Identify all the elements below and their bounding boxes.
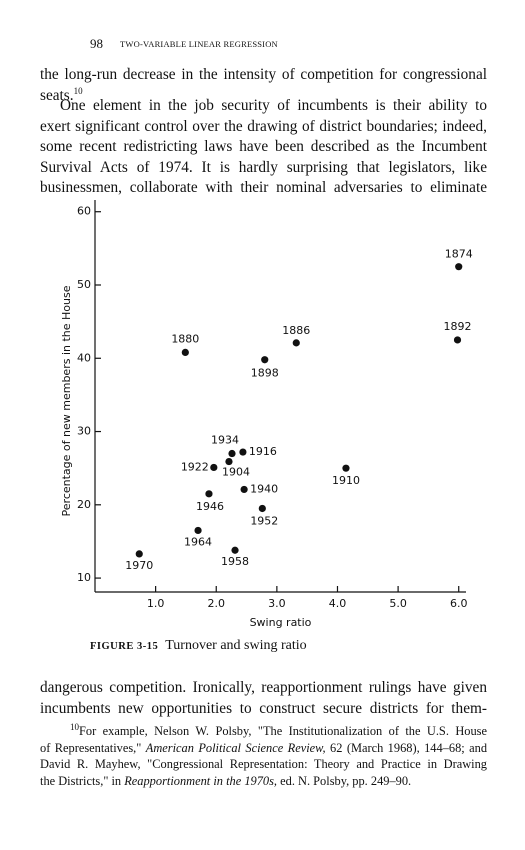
y-tick-label: 60 — [77, 205, 91, 218]
point-label: 1946 — [196, 500, 224, 513]
text-line: dangerous competition. Ironically, reapp… — [40, 679, 487, 697]
point-label: 1958 — [221, 555, 249, 568]
footnote-line: the Districts," in Reapportionment in th… — [40, 774, 487, 789]
footnote-line: of Representatives," American Political … — [40, 741, 487, 756]
point — [205, 490, 213, 498]
point — [135, 550, 143, 558]
x-axis-label: Swing ratio — [250, 616, 312, 629]
footnote-text: of Representatives," — [40, 740, 146, 755]
footnote-text: Reapportionment in the 1970s, — [124, 773, 278, 788]
point — [258, 504, 266, 513]
point — [261, 356, 269, 364]
point-label: 1934 — [211, 434, 239, 447]
footnote-text: ed. N. Polsby, pp. 249–90. — [277, 773, 412, 788]
page-number: 98 — [90, 36, 103, 51]
text-line: businessmen, collaborate with their nomi… — [40, 179, 487, 197]
y-tick-label: 50 — [77, 278, 91, 291]
text-line: some recent redistricting laws have been… — [40, 138, 487, 156]
chart: 10 20 30 40 50 60 1.0 2.0 3.0 4.0 5.0 6.0 Swing rati… — [60, 200, 473, 629]
y-tick-label: 20 — [77, 498, 91, 511]
point-label: 1892 — [444, 320, 472, 333]
point-label: 1904 — [222, 466, 250, 479]
text-line: the long-run decrease in the intensity o… — [40, 66, 487, 84]
footnote-marker: 10 — [70, 721, 79, 732]
footnote-text: the Districts," in — [40, 773, 125, 788]
y-tick-label: 30 — [77, 425, 91, 438]
text-line: seats.10 — [40, 85, 487, 105]
footnote-ref: 10 — [73, 85, 83, 96]
point-label: 1970 — [125, 559, 153, 572]
caption-text: Turnover and swing ratio — [165, 638, 307, 653]
x-tick-label: 3.0 — [268, 597, 286, 610]
caption-label: FIGURE 3-15 — [90, 641, 159, 652]
line-text: Survival Acts of 1974. It is hardly surp… — [40, 158, 487, 176]
line-text: incumbents new opportunities to construc… — [40, 699, 487, 717]
line-text: businessmen, collaborate with their nomi… — [40, 179, 487, 196]
x-tick-label: 5.0 — [389, 597, 407, 610]
point-label: 1940 — [250, 482, 278, 495]
y-tick-label: 10 — [77, 571, 91, 584]
text-line: exert significant control over the drawi… — [40, 118, 487, 136]
line-text: seats. — [40, 87, 74, 104]
x-tick-label: 6.0 — [450, 597, 468, 610]
point — [239, 448, 247, 456]
point-label: 1952 — [250, 514, 278, 527]
point-label: 1964 — [184, 535, 212, 548]
point — [210, 463, 218, 472]
text-line: Survival Acts of 1974. It is hardly surp… — [40, 159, 487, 177]
line-text: some recent redistricting laws have been… — [40, 138, 487, 155]
line-text: exert significant control over the drawi… — [40, 117, 487, 135]
figure-caption: FIGURE 3-15 Turnover and swing ratio — [90, 638, 307, 654]
footnote-text: David R. Mayhew, "Congressional Represen… — [40, 757, 487, 771]
text-line: One element in the job security of incum… — [60, 97, 487, 115]
y-axis-label: Percentage of new members in the House — [60, 285, 73, 516]
point-label: 1898 — [251, 367, 279, 380]
point — [453, 336, 462, 344]
footnote-text: 62 (March 1968), 144–68; and — [325, 740, 488, 755]
x-tick-label: 2.0 — [207, 597, 225, 610]
point — [181, 348, 189, 357]
point — [225, 457, 233, 466]
point-label: 1922 — [181, 460, 209, 473]
point-label: 1916 — [249, 445, 277, 458]
point — [231, 546, 239, 554]
point — [228, 449, 236, 458]
running-title: TWO-VARIABLE LINEAR REGRESSION — [120, 39, 278, 49]
point-label: 1886 — [282, 324, 310, 337]
footnote-text: American Political Science Review, — [145, 740, 326, 755]
point — [342, 464, 350, 472]
footnote-text: For example, Nelson W. Polsby, "The Inst… — [79, 724, 487, 738]
x-tick-label: 1.0 — [147, 597, 165, 610]
point — [292, 339, 300, 347]
point-label: 1880 — [171, 332, 199, 345]
x-tick-label: 4.0 — [329, 597, 347, 610]
line-text: One element in the job security of incum… — [60, 97, 487, 114]
line-text: dangerous competition. Ironically, reapp… — [40, 679, 487, 696]
footnote-line: 10For example, Nelson W. Polsby, "The In… — [70, 721, 487, 739]
point — [455, 263, 463, 271]
point — [240, 485, 248, 494]
text-line: incumbents new opportunities to construc… — [40, 700, 487, 718]
line-text: the long-run decrease in the intensity o… — [40, 66, 487, 83]
point — [194, 526, 202, 535]
y-tick-label: 40 — [77, 351, 91, 364]
point-label: 1874 — [445, 248, 473, 261]
point-label: 1910 — [332, 474, 360, 487]
footnote-line: David R. Mayhew, "Congressional Represen… — [40, 757, 487, 772]
